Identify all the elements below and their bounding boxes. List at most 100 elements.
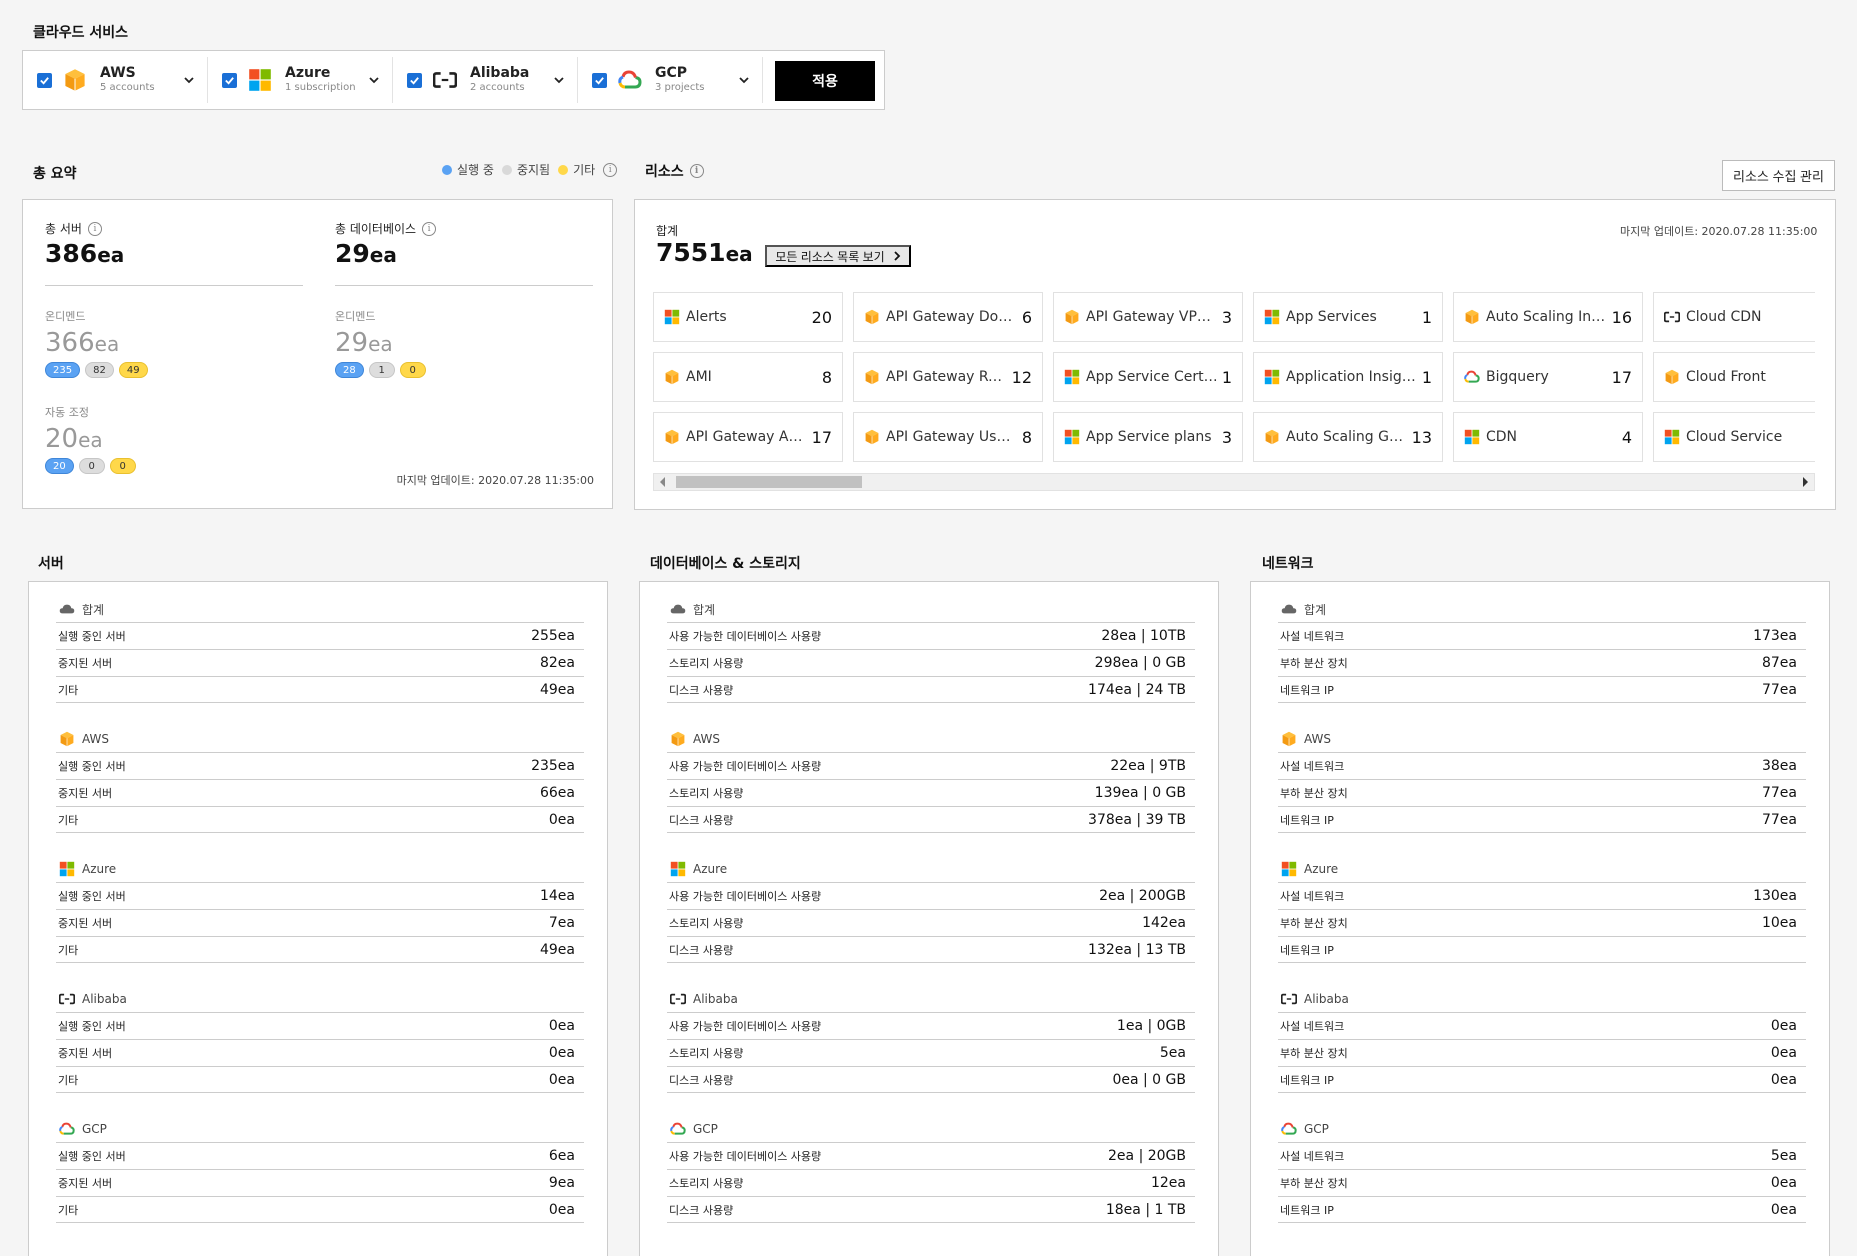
- stopped-count-badge: 82: [85, 362, 114, 378]
- row-label: 스토리지 사용량: [669, 657, 744, 670]
- provider-group: Azure 사용 가능한 데이터베이스 사용량 2ea | 200GB 스토리지 사용…: [667, 856, 1195, 986]
- resource-card[interactable]: API Gateway Dom… 6: [853, 292, 1043, 342]
- row-value: 9ea: [548, 1175, 575, 1191]
- chevron-down-icon[interactable]: [368, 74, 380, 86]
- checkbox[interactable]: [222, 72, 237, 88]
- gcp-icon: [669, 1121, 687, 1137]
- resource-card[interactable]: Cloud CDN: [1653, 292, 1815, 342]
- alibaba-icon: [669, 991, 687, 1007]
- summary-panel: 총 서버 i 386ea 온디멘드 366ea 235 82 49 자동 조정 2…: [22, 199, 613, 509]
- checkbox[interactable]: [37, 72, 52, 88]
- resource-name: Cloud Service: [1686, 429, 1783, 445]
- total-databases-block: 총 데이터베이스 i 29ea: [335, 220, 593, 268]
- resource-card[interactable]: Auto Scaling Group 13: [1253, 412, 1443, 462]
- view-all-resources-button[interactable]: 모든 리소스 목록 보기: [765, 245, 911, 267]
- row-label: 실행 중인 서버: [58, 630, 126, 643]
- row-label: 사설 네트워크: [1280, 1020, 1345, 1033]
- row-label: 기타: [58, 943, 79, 957]
- resource-count: 1: [1221, 367, 1232, 387]
- row-value: 14ea: [539, 888, 575, 904]
- scroll-thumb[interactable]: [676, 476, 862, 488]
- checkbox[interactable]: [407, 72, 422, 88]
- resource-card[interactable]: Application Insights 1: [1253, 352, 1443, 402]
- provider-group: Azure 실행 중인 서버 14ea 중지된 서버 7ea 기타 49ea: [56, 856, 584, 986]
- resource-collection-manage-button[interactable]: 리소스 수집 관리: [1722, 160, 1835, 191]
- chevron-down-icon[interactable]: [553, 74, 565, 86]
- scroll-right-arrow-icon[interactable]: [1803, 477, 1808, 487]
- table-row: 사용 가능한 데이터베이스 사용량 28ea | 10TB: [667, 622, 1195, 649]
- stopped-count-badge: 0: [78, 458, 105, 474]
- row-value: 82ea: [539, 655, 575, 671]
- cloud-item-alibaba[interactable]: Alibaba 2 accounts: [393, 57, 578, 103]
- resource-card[interactable]: CDN 4: [1453, 412, 1643, 462]
- legend-other-dot: [558, 164, 569, 175]
- resource-count: 3: [1221, 427, 1232, 447]
- resource-card[interactable]: App Services 1: [1253, 292, 1443, 342]
- provider-group: AWS 사용 가능한 데이터베이스 사용량 22ea | 9TB 스토리지 사용량 13…: [667, 726, 1195, 856]
- view-all-resources-label: 모든 리소스 목록 보기: [775, 249, 885, 264]
- group-name: 합계: [693, 602, 716, 617]
- total-databases-label: 총 데이터베이스: [335, 222, 417, 236]
- provider-group: GCP 사설 네트워크 5ea 부하 분산 장치 0ea 네트워크 IP 0ea: [1278, 1116, 1806, 1246]
- apply-button[interactable]: 적용: [775, 61, 875, 101]
- resource-card[interactable]: Cloud Service: [1653, 412, 1815, 462]
- resource-card[interactable]: Bigquery 17: [1453, 352, 1643, 402]
- row-label: 부하 분산 장치: [1280, 917, 1348, 930]
- resource-card[interactable]: App Service plans 3: [1053, 412, 1243, 462]
- resource-card[interactable]: App Service Certifi… 1: [1053, 352, 1243, 402]
- resource-horizontal-scrollbar[interactable]: [653, 473, 1815, 491]
- table-row: 중지된 서버 82ea: [56, 649, 584, 676]
- row-value: 0ea: [1770, 1175, 1797, 1191]
- resource-card[interactable]: AMI 8: [653, 352, 843, 402]
- gcp-icon: [1464, 369, 1480, 385]
- resource-card[interactable]: API Gateway Usag… 8: [853, 412, 1043, 462]
- cloud-item-gcp[interactable]: GCP 3 projects: [578, 57, 763, 103]
- row-value: 77ea: [1761, 811, 1797, 828]
- row-value: 173ea: [1753, 628, 1797, 644]
- row-value: 49ea: [539, 681, 575, 698]
- table-row: 스토리지 사용량 5ea: [667, 1039, 1195, 1066]
- servers-autoscale-unit: ea: [78, 428, 103, 452]
- table-row: 실행 중인 서버 14ea: [56, 882, 584, 909]
- resource-name: Auto Scaling Inst…: [1486, 309, 1608, 325]
- resource-card[interactable]: Auto Scaling Inst… 16: [1453, 292, 1643, 342]
- resource-card[interactable]: API Gateway Res… 12: [853, 352, 1043, 402]
- cloud-item-aws[interactable]: AWS 5 accounts: [23, 57, 208, 103]
- total-databases-info-icon[interactable]: i: [422, 221, 437, 236]
- checkbox[interactable]: [592, 72, 607, 88]
- resource-card[interactable]: API Gateway VPC … 3: [1053, 292, 1243, 342]
- scroll-left-arrow-icon[interactable]: [660, 477, 665, 487]
- resource-card[interactable]: Alerts 20: [653, 292, 843, 342]
- cloud-item-azure[interactable]: Azure 1 subscription: [208, 57, 393, 103]
- legend-info-icon[interactable]: i: [603, 162, 618, 177]
- aws-icon: [669, 731, 687, 747]
- resource-card[interactable]: Cloud Front: [1653, 352, 1815, 402]
- section-title: 네트워크: [1262, 556, 1314, 572]
- row-value: 28ea | 10TB: [1101, 628, 1186, 644]
- resource-name: App Services: [1286, 309, 1377, 325]
- row-label: 부하 분산 장치: [1280, 657, 1348, 670]
- row-value: 139ea | 0 GB: [1094, 785, 1186, 801]
- chevron-down-icon[interactable]: [183, 74, 195, 86]
- alibaba-icon: [58, 991, 76, 1007]
- total-servers-info-icon[interactable]: i: [87, 221, 102, 236]
- row-label: 실행 중인 서버: [58, 1020, 126, 1033]
- resource-count: 1: [1421, 367, 1432, 387]
- aws-icon: [1464, 309, 1480, 325]
- stopped-count-badge: 1: [368, 362, 395, 378]
- row-label: 부하 분산 장치: [1280, 1177, 1348, 1190]
- resource-card[interactable]: API Gateway API … 17: [653, 412, 843, 462]
- row-value: 5ea: [1159, 1045, 1186, 1061]
- resources-info-icon[interactable]: i: [689, 164, 704, 178]
- divider: [335, 285, 593, 286]
- cloud-icon: [58, 601, 76, 617]
- other-count-badge: 0: [399, 362, 426, 378]
- table-row: 중지된 서버 0ea: [56, 1039, 584, 1066]
- chevron-down-icon[interactable]: [738, 74, 750, 86]
- aws-icon: [864, 309, 880, 325]
- row-value: 66ea: [539, 785, 575, 801]
- resources-total-value: 7551: [656, 238, 726, 267]
- gcp-icon: [1280, 1121, 1298, 1137]
- servers-ondemand-label: 온디멘드: [45, 310, 86, 323]
- row-label: 네트워크 IP: [1280, 813, 1334, 827]
